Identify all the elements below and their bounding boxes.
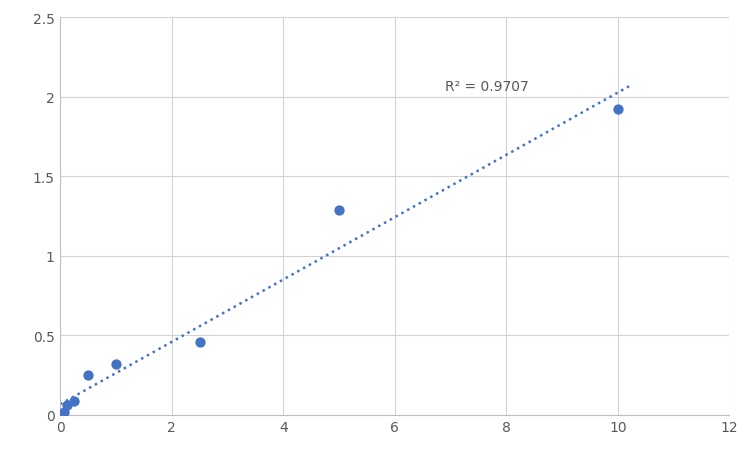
Point — [54, 411, 66, 419]
Point — [82, 372, 94, 379]
Point — [612, 106, 624, 114]
Point — [110, 360, 122, 368]
Point — [61, 402, 73, 409]
Point — [58, 408, 70, 415]
Point — [333, 207, 345, 214]
Text: R² = 0.9707: R² = 0.9707 — [445, 80, 529, 94]
Point — [68, 397, 80, 404]
Point — [193, 338, 205, 345]
